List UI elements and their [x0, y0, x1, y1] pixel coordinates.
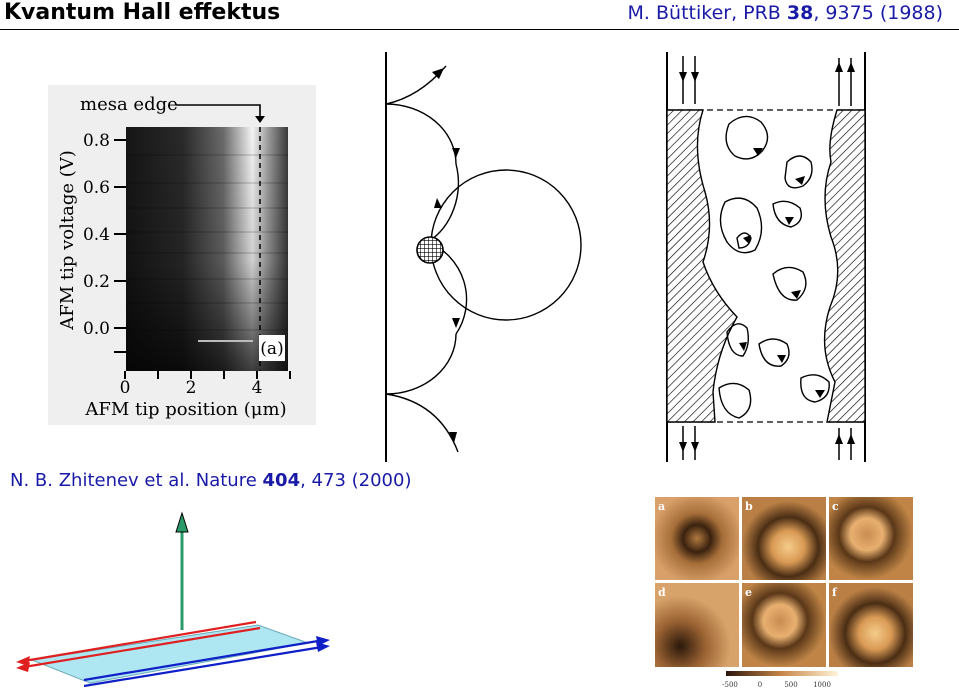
panel-label-box — [259, 335, 285, 361]
ytick-0-2: 0.2 — [83, 272, 110, 292]
panel-label: (a) — [260, 339, 283, 359]
panel-label-e: e — [745, 586, 752, 599]
ytick-0-6: 0.6 — [83, 178, 110, 198]
reference-buttiker: M. Büttiker, PRB 38, 9375 (1988) — [628, 2, 943, 24]
blue-arrowheads — [316, 636, 330, 652]
scatterer-dot — [416, 236, 444, 264]
panel-label-a: a — [658, 500, 665, 513]
mesa-edge-label: mesa edge — [80, 94, 178, 115]
xtick-4: 4 — [252, 378, 263, 398]
ref1-volume: 38 — [786, 2, 814, 24]
ref1-rest: , 9375 (1988) — [813, 2, 943, 24]
photo-panels: a b c d e f -500 0 500 1000 — [652, 495, 915, 691]
hall-bar-diagram — [666, 52, 866, 462]
colorbar-tick-0: 0 — [758, 681, 762, 689]
edge-current-diagram — [16, 511, 330, 688]
puddles — [718, 115, 830, 419]
panel-label-b: b — [745, 500, 753, 513]
colorbar-tick-neg500: -500 — [722, 681, 738, 689]
panel-e-image — [742, 583, 826, 667]
xtick-2: 2 — [186, 378, 197, 398]
panel-c-image — [829, 497, 913, 580]
blue-edge-current — [83, 639, 323, 688]
sample-plane — [30, 624, 310, 684]
x-ticks — [124, 371, 291, 379]
mesa-edge-arrow — [176, 104, 261, 117]
panel-b-image — [742, 497, 826, 580]
afm-ylabel: AFM tip voltage (V) — [57, 150, 78, 331]
edge-orbit-diagram — [385, 52, 582, 462]
ytick-0-4: 0.4 — [83, 225, 110, 245]
puddle-arrowheads — [739, 148, 825, 398]
field-arrowhead — [175, 511, 189, 533]
ytick-0-8: 0.8 — [83, 131, 110, 151]
right-hatched-edge — [823, 109, 866, 423]
left-hatched-edge — [666, 109, 738, 423]
afm-image-shade — [126, 127, 288, 371]
colorbar — [726, 671, 838, 676]
reference-zhitenev: N. B. Zhitenev et al. Nature 404, 473 (2… — [10, 470, 411, 491]
afm-xlabel: AFM tip position (μm) — [84, 399, 286, 420]
mesa-edge-arrowhead — [255, 116, 265, 123]
ref2-rest: , 473 (2000) — [300, 470, 412, 491]
panel-label-f: f — [832, 586, 838, 599]
red-arrowheads — [16, 656, 30, 672]
header-rule — [0, 29, 959, 30]
ref2-volume: 404 — [262, 470, 301, 491]
panel-d-image — [655, 583, 739, 667]
ref1-prefix: M. Büttiker, PRB — [627, 2, 787, 24]
colorbar-tick-500: 500 — [784, 681, 797, 689]
panel-a-image — [655, 497, 739, 580]
ytick-0-0: 0.0 — [83, 319, 110, 339]
xtick-0: 0 — [120, 378, 131, 398]
afm-figure: mesa edge 0.8 0.6 0.4 0.2 0.0 AFM tip vo… — [48, 85, 316, 425]
closed-orbit — [430, 169, 582, 321]
panel-f-image — [829, 583, 913, 667]
ref2-prefix: N. B. Zhitenev et al. Nature — [10, 470, 263, 491]
y-ticks — [114, 139, 126, 353]
panel-label-c: c — [832, 500, 839, 513]
panel-label-d: d — [658, 586, 666, 599]
afm-streaks — [126, 154, 288, 331]
page-title: Kvantum Hall effektus — [4, 0, 281, 25]
colorbar-tick-1000: 1000 — [813, 681, 831, 689]
lead-arrowheads — [679, 62, 855, 452]
red-edge-current — [23, 620, 261, 669]
orbit-arrowheads — [432, 68, 460, 443]
